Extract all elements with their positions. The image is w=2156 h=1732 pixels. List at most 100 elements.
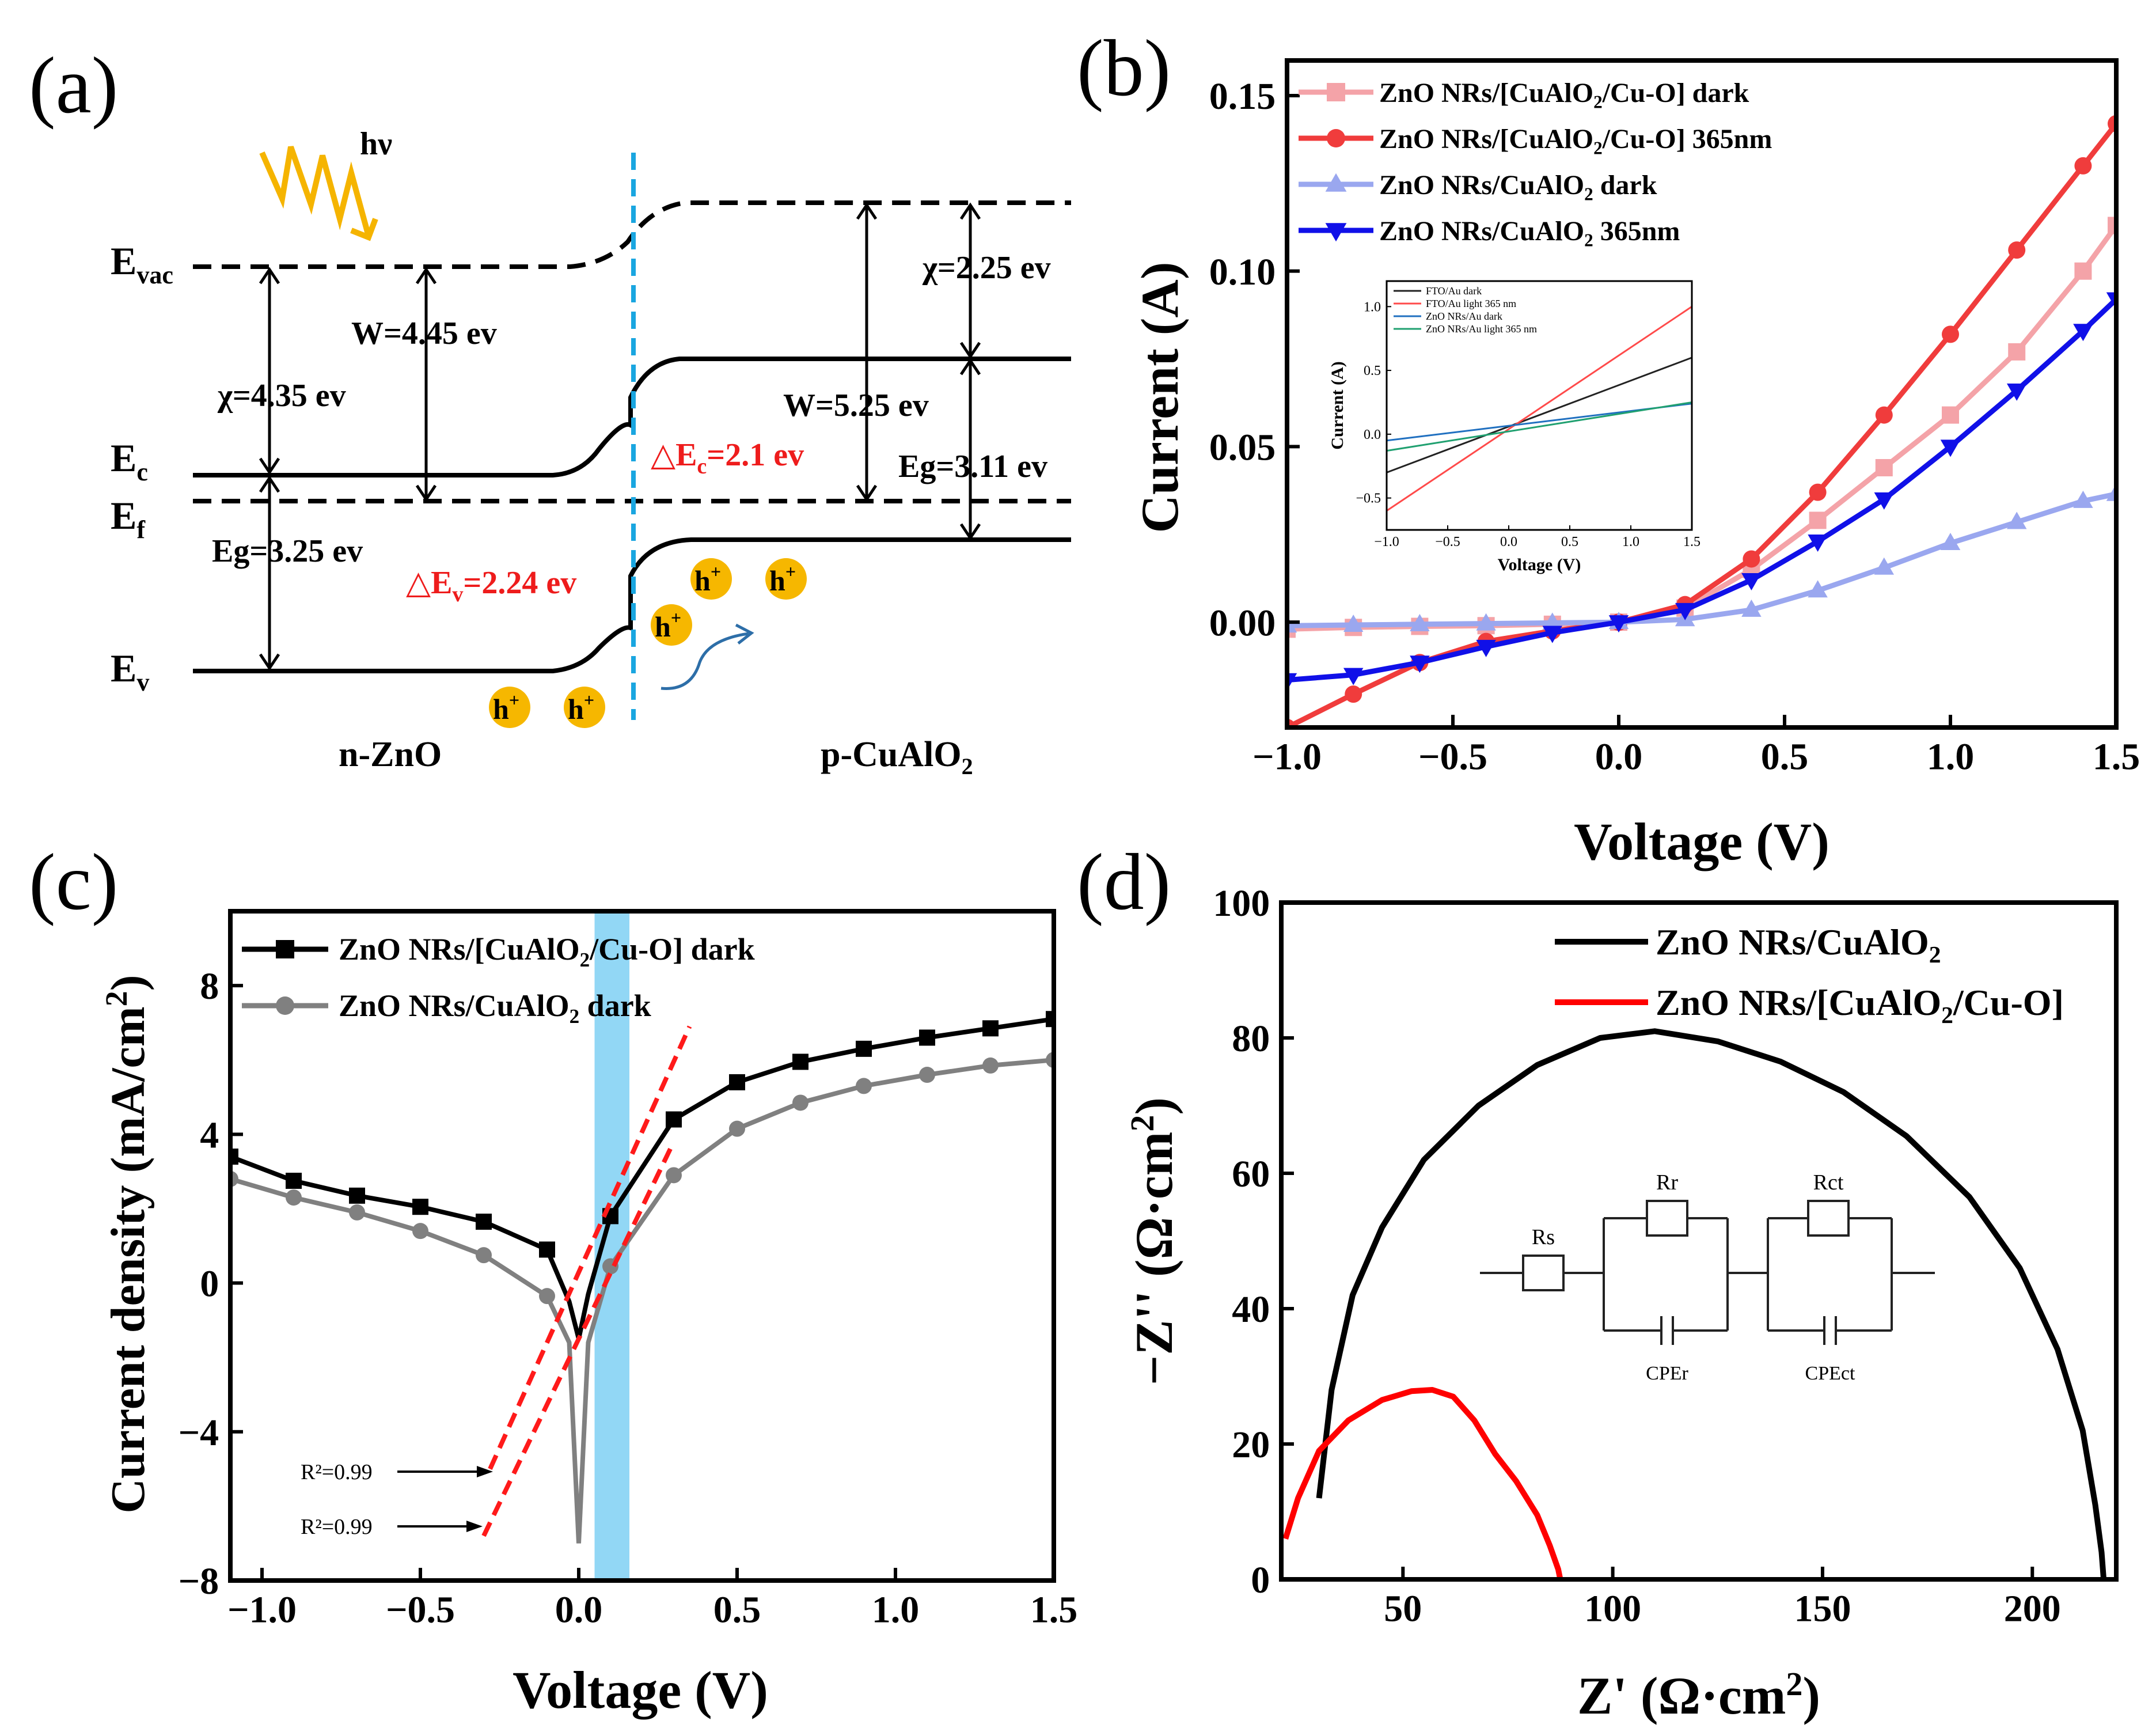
data-point — [666, 1111, 682, 1128]
valence-band-line — [193, 537, 1071, 673]
x-tick-label: 50 — [1384, 1588, 1422, 1630]
inset-x-tick-label: 0.0 — [1500, 535, 1517, 549]
data-point — [349, 1187, 365, 1204]
x-tick-label: 1.5 — [2093, 736, 2140, 778]
inset-y-tick-label: 1.0 — [1364, 300, 1381, 314]
hole-icon: h+ — [489, 687, 530, 728]
data-point — [856, 1040, 872, 1057]
x-tick-label: 1.0 — [1927, 736, 1975, 778]
panel-d-x-label: Z' (Ω·cm2) — [1577, 1665, 1820, 1725]
panel-d-legend: ZnO NRs/CuAlO2 ZnO NRs/[CuAlO2/Cu-O] — [1555, 922, 2064, 1028]
data-point — [2006, 511, 2027, 529]
r-squared-label: R²=0.99 — [301, 1515, 373, 1539]
series-line — [1282, 1387, 1563, 1579]
legend-marker — [1325, 173, 1347, 192]
light-wave-icon — [259, 146, 371, 237]
panel-label-b: (b) — [1077, 24, 1171, 113]
data-point — [1741, 573, 1762, 591]
legend-label: ZnO NRs/[CuAlO2/Cu-O] dark — [339, 932, 755, 971]
inset-x-tick-label: −0.5 — [1435, 535, 1460, 549]
e-c-label: Ec — [111, 436, 148, 486]
inset-series-line — [1386, 306, 1692, 512]
affinity-left: χ=4.35 ev — [217, 378, 346, 414]
data-point — [919, 1067, 935, 1083]
series-line — [230, 1058, 1054, 1544]
data-point — [476, 1214, 492, 1230]
inset-y-label: Current (A) — [1328, 361, 1347, 450]
x-tick-label: −1.0 — [227, 1589, 297, 1631]
data-point — [2006, 383, 2027, 401]
hole-icon: h+ — [690, 558, 732, 600]
right-arrows — [856, 202, 981, 541]
data-point — [856, 1078, 872, 1094]
data-point — [1743, 550, 1760, 568]
inset-frame — [1386, 280, 1693, 531]
panel-b: (b) −1.0 −0.5 0.0 0.5 1.0 1.5 0.00 0.05 0.10 0.15… — [1077, 24, 2140, 871]
legend-marker — [276, 940, 294, 958]
legend-label: ZnO NRs/CuAlO2 dark — [339, 988, 651, 1028]
circuit-rs-label: Rs — [1532, 1225, 1555, 1249]
r-squared-label: R²=0.99 — [301, 1460, 373, 1484]
data-point — [666, 1167, 682, 1184]
data-point — [2073, 490, 2093, 508]
inset-series-line — [1386, 357, 1692, 473]
y-tick-label: 20 — [1232, 1424, 1270, 1466]
series-line — [230, 1017, 1054, 1340]
data-point — [1809, 483, 1827, 501]
data-point — [476, 1247, 492, 1264]
resistor-rr-icon — [1646, 1200, 1688, 1237]
data-point — [1608, 615, 1629, 633]
panel-c-y-label: Current density (mA/cm2) — [99, 975, 155, 1513]
holes: h+ h+ h+ h+ h+ — [489, 558, 807, 728]
legend-marker — [1325, 223, 1347, 242]
data-point — [1808, 534, 1828, 552]
y-tick-label: 0.05 — [1209, 427, 1276, 469]
legend-label: ZnO NRs/[CuAlO2/Cu-O] dark — [1379, 78, 1749, 112]
data-point — [2106, 483, 2116, 501]
x-tick-label: 200 — [2004, 1588, 2061, 1630]
data-point — [1287, 615, 1297, 633]
inset-legend-label: ZnO NRs/Au light 365 nm — [1426, 323, 1537, 335]
panel-c: (c) −1.0 −0.5 0.0 0.5 1.0 1.5 −8 −4 0 4 8 Voltage … — [29, 837, 1077, 1719]
y-tick-label: 40 — [1232, 1288, 1270, 1331]
data-point — [1476, 613, 1496, 631]
data-point — [412, 1223, 428, 1240]
vacuum-level-line — [193, 200, 1071, 269]
series-line — [1316, 1028, 2107, 1579]
y-tick-label: 0 — [200, 1263, 219, 1305]
data-point — [1874, 492, 1895, 510]
panel-b-inset: −1.0 −0.5 0.0 0.5 1.0 1.5 −0.5 0.0 0.5 1.0 FTO/Au… — [1328, 276, 1700, 574]
panel-b-y-label: Current (A) — [1130, 262, 1189, 533]
x-tick-label: 1.5 — [1030, 1589, 1078, 1631]
panel-d-series — [1282, 1028, 2107, 1579]
panel-c-frame — [228, 909, 1056, 1583]
series-line — [1287, 297, 2116, 683]
inset-y-tick-label: 0.5 — [1364, 363, 1381, 378]
data-point — [412, 1199, 428, 1215]
panel-b-frame — [1285, 58, 2119, 730]
data-point — [2008, 241, 2026, 259]
fit-line — [481, 1140, 676, 1537]
series-line — [1287, 491, 2116, 628]
data-point — [1940, 439, 1961, 457]
inset-legend-label: FTO/Au dark — [1426, 285, 1482, 297]
circuit-rr-label: Rr — [1656, 1170, 1678, 1195]
circuit-cper-label: CPEr — [1646, 1363, 1688, 1384]
inset-x-label: Voltage (V) — [1498, 555, 1581, 574]
x-tick-label: 0.0 — [555, 1589, 603, 1631]
data-point — [729, 1120, 745, 1137]
work-function-right: W=5.25 ev — [783, 388, 929, 423]
data-point — [919, 1029, 935, 1046]
data-point — [539, 1241, 555, 1258]
data-point — [2074, 262, 2092, 280]
legend-label: ZnO NRs/[CuAlO2/Cu-O] 365nm — [1379, 124, 1772, 158]
delta-ev-label: △Ev=2.24 ev — [406, 565, 576, 607]
panel-b-ticks: −1.0 −0.5 0.0 0.5 1.0 1.5 0.00 0.05 0.10 0.15 — [1209, 75, 2140, 778]
panel-d-frame — [1279, 900, 2119, 1582]
y-tick-label: 8 — [200, 965, 219, 1007]
data-point — [1741, 599, 1762, 617]
hole-flow-arrow-icon — [661, 632, 749, 690]
data-point — [1345, 685, 1362, 703]
